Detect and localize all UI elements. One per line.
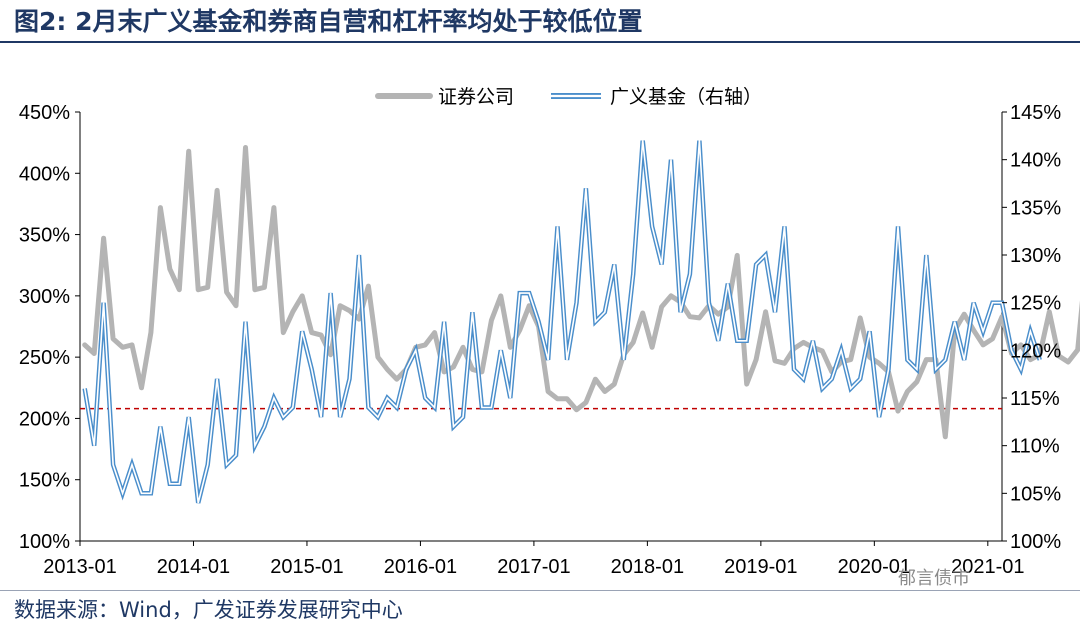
left-tick-label: 200% bbox=[19, 408, 70, 430]
right-tick-label: 115% bbox=[1010, 388, 1060, 410]
x-tick-label: 2014-01 bbox=[157, 556, 230, 578]
x-tick-label: 2015-01 bbox=[270, 556, 343, 578]
legend: 证券公司 广义基金（右轴） bbox=[375, 86, 762, 108]
figure-title: 图2: 2月末广义基金和券商自营和杠杆率均处于较低位置 bbox=[14, 7, 643, 36]
right-tick-label: 120% bbox=[1010, 340, 1061, 362]
title-rule bbox=[0, 41, 1080, 43]
right-tick-label: 135% bbox=[1010, 197, 1061, 219]
series-group bbox=[82, 140, 1080, 504]
legend-label-securities: 证券公司 bbox=[438, 86, 514, 108]
right-tick-label: 130% bbox=[1010, 245, 1061, 267]
watermark-text: 郁言债市 bbox=[898, 568, 970, 589]
left-tick-label: 400% bbox=[19, 163, 70, 185]
left-tick-label: 350% bbox=[19, 225, 70, 247]
series-line-securities bbox=[82, 145, 1080, 440]
left-tick-label: 250% bbox=[19, 347, 70, 369]
x-tick-label: 2018-01 bbox=[611, 556, 684, 578]
x-tick-label: 2020-01 bbox=[838, 556, 911, 578]
x-tick-label: 2016-01 bbox=[384, 556, 457, 578]
right-tick-label: 125% bbox=[1010, 293, 1061, 315]
right-tick-label: 105% bbox=[1010, 483, 1061, 505]
right-tick-label: 100% bbox=[1010, 531, 1061, 553]
left-tick-label: 100% bbox=[19, 531, 70, 553]
right-tick-label: 140% bbox=[1010, 150, 1061, 172]
series-line-fund-outer bbox=[82, 140, 1042, 504]
left-tick-label: 450% bbox=[19, 102, 70, 124]
x-tick-label: 2019-01 bbox=[724, 556, 797, 578]
source-note: 数据来源：Wind，广发证券发展研究中心 bbox=[14, 598, 403, 622]
x-tick-label: 2017-01 bbox=[497, 556, 570, 578]
x-tick-label: 2013-01 bbox=[43, 556, 116, 578]
footer-rule bbox=[0, 590, 1080, 591]
tick-label-group: 100% 150% 200% 250% 300% 350% 400% 450% 100% 105%… bbox=[19, 102, 1062, 578]
left-tick-label: 300% bbox=[19, 286, 70, 308]
series-line-fund-inner bbox=[83, 140, 1041, 504]
x-tick-label: 2021-01 bbox=[951, 556, 1024, 578]
right-tick-label: 110% bbox=[1010, 436, 1060, 458]
legend-label-fund: 广义基金（右轴） bbox=[610, 86, 762, 108]
right-tick-label: 145% bbox=[1010, 102, 1061, 124]
left-tick-label: 150% bbox=[19, 470, 70, 492]
